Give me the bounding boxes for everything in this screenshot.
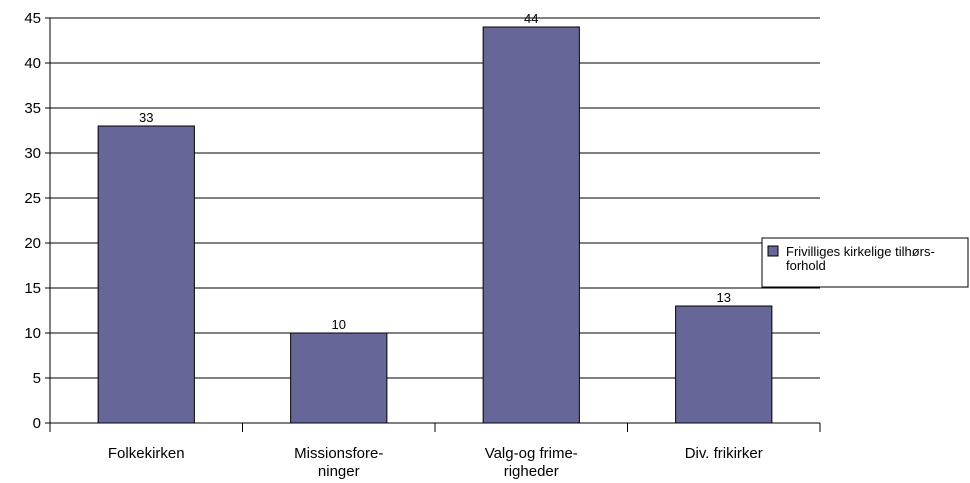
x-category-label: Missionsfore- <box>294 445 383 462</box>
y-tick-label: 45 <box>24 10 41 27</box>
data-label: 10 <box>332 317 346 332</box>
y-tick-label: 0 <box>33 415 41 432</box>
data-label: 33 <box>139 110 153 125</box>
y-tick-label: 10 <box>24 325 41 342</box>
legend-label: Frivilliges kirkelige tilhørs- <box>786 244 935 259</box>
bar-2 <box>482 26 580 424</box>
x-category-label: Folkekirken <box>108 445 185 462</box>
y-tick-label: 20 <box>24 235 41 252</box>
y-tick-label: 30 <box>24 145 41 162</box>
y-tick-label: 25 <box>24 190 41 207</box>
axes <box>45 17 821 432</box>
data-label: 44 <box>524 11 538 26</box>
y-tick-label: 35 <box>24 100 41 117</box>
legend-swatch <box>767 245 779 257</box>
y-tick-label: 40 <box>24 55 41 72</box>
x-category-label: Div. frikirker <box>685 445 763 462</box>
x-category-label: Valg-og frime- <box>485 445 578 462</box>
data-label: 13 <box>717 290 731 305</box>
bar-3 <box>675 305 773 424</box>
legend-box <box>761 237 969 288</box>
legend: Frivilliges kirkelige tilhørs-forhold <box>761 237 969 288</box>
x-category-label: ninger <box>318 463 360 480</box>
legend-label: forhold <box>786 258 826 273</box>
x-category-label: righeder <box>504 463 559 480</box>
y-tick-label: 5 <box>33 370 41 387</box>
bar-0 <box>97 125 195 424</box>
bars <box>97 26 773 424</box>
bar-1 <box>290 332 388 424</box>
y-tick-label: 15 <box>24 280 41 297</box>
labels: 0 5 10 15 20 25 30 35 40 45 33 10 44 13 Folkekirken Mis… <box>24 10 762 480</box>
